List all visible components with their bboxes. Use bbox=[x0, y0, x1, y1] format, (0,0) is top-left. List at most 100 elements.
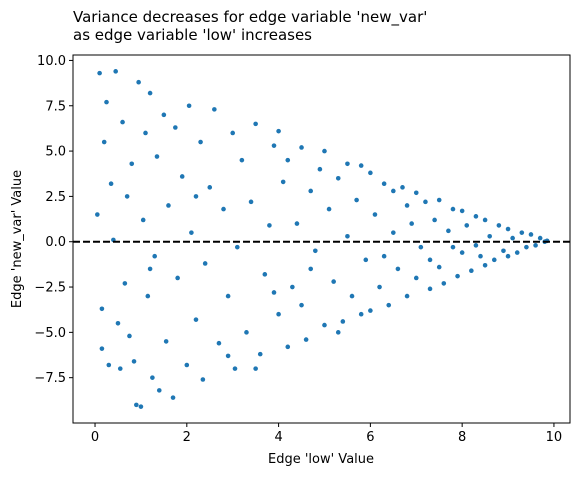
point bbox=[308, 188, 314, 194]
point bbox=[276, 311, 281, 317]
point bbox=[404, 293, 410, 299]
point bbox=[95, 212, 100, 217]
point bbox=[108, 181, 114, 187]
point bbox=[459, 250, 465, 255]
point bbox=[117, 366, 123, 371]
point bbox=[432, 217, 437, 223]
point bbox=[170, 395, 176, 400]
point bbox=[441, 281, 447, 286]
y-tick-label: −5.0 bbox=[34, 326, 66, 341]
point bbox=[97, 70, 102, 76]
point bbox=[150, 375, 155, 380]
point bbox=[186, 103, 192, 109]
point bbox=[280, 179, 286, 185]
point bbox=[267, 223, 272, 228]
point bbox=[294, 221, 300, 226]
point bbox=[413, 275, 419, 281]
point bbox=[166, 203, 171, 208]
point bbox=[173, 125, 178, 130]
point bbox=[313, 248, 318, 254]
x-tick-label: 8 bbox=[458, 430, 466, 445]
point bbox=[372, 212, 378, 217]
point bbox=[391, 230, 396, 235]
point bbox=[455, 273, 460, 279]
point bbox=[156, 388, 162, 393]
point bbox=[285, 157, 291, 163]
point bbox=[381, 181, 387, 187]
point bbox=[322, 322, 327, 328]
y-tick-label: 10.0 bbox=[37, 54, 66, 69]
point bbox=[381, 253, 387, 259]
point bbox=[136, 79, 141, 85]
point bbox=[299, 302, 304, 308]
point bbox=[345, 161, 350, 167]
point bbox=[248, 199, 254, 205]
point bbox=[427, 286, 433, 292]
point bbox=[358, 311, 364, 317]
point bbox=[253, 121, 258, 127]
point bbox=[99, 346, 105, 351]
x-axis-label: Edge 'low' Value bbox=[268, 452, 374, 467]
point bbox=[244, 330, 249, 335]
point bbox=[138, 404, 144, 409]
point bbox=[200, 377, 206, 382]
point bbox=[473, 243, 479, 248]
y-tick-label: −7.5 bbox=[34, 371, 66, 386]
point bbox=[427, 257, 433, 263]
point bbox=[216, 340, 222, 346]
plot-frame bbox=[72, 54, 571, 424]
point bbox=[106, 362, 112, 368]
point bbox=[537, 235, 543, 241]
point bbox=[184, 362, 190, 368]
point bbox=[285, 344, 291, 350]
point bbox=[207, 185, 213, 190]
y-tick-label: 0.0 bbox=[45, 235, 66, 250]
point bbox=[368, 170, 373, 176]
point bbox=[113, 69, 118, 74]
point bbox=[290, 284, 295, 290]
point bbox=[514, 250, 520, 255]
point bbox=[129, 161, 135, 167]
point bbox=[386, 302, 392, 308]
point bbox=[147, 266, 153, 272]
x-tick-label: 0 bbox=[91, 430, 99, 445]
point bbox=[147, 90, 153, 96]
point bbox=[271, 290, 277, 295]
point bbox=[145, 293, 151, 299]
point bbox=[163, 339, 169, 344]
point bbox=[505, 226, 511, 232]
point bbox=[482, 217, 488, 223]
point bbox=[496, 223, 502, 228]
point bbox=[221, 206, 226, 212]
point bbox=[99, 306, 105, 312]
point bbox=[189, 230, 194, 235]
point bbox=[436, 264, 442, 270]
point bbox=[234, 244, 240, 250]
point bbox=[193, 317, 199, 322]
point bbox=[524, 244, 529, 250]
point bbox=[409, 221, 414, 226]
point bbox=[115, 320, 121, 326]
x-tick-label: 10 bbox=[546, 430, 563, 445]
point bbox=[303, 337, 309, 342]
y-tick-label: 5.0 bbox=[45, 145, 66, 160]
point bbox=[175, 275, 180, 281]
point bbox=[239, 157, 245, 163]
point bbox=[143, 130, 148, 136]
point bbox=[225, 293, 231, 299]
point bbox=[152, 253, 157, 259]
point bbox=[349, 293, 355, 299]
point bbox=[271, 143, 277, 148]
y-axis-label: Edge 'new_var' Value bbox=[10, 170, 25, 308]
point bbox=[179, 174, 185, 179]
point bbox=[446, 228, 451, 234]
point bbox=[193, 194, 199, 199]
chart-title: Variance decreases for edge variable 'ne… bbox=[73, 8, 427, 44]
point bbox=[101, 139, 107, 145]
point bbox=[340, 319, 346, 324]
point bbox=[501, 248, 506, 254]
point bbox=[345, 233, 350, 239]
point bbox=[140, 217, 146, 223]
point bbox=[391, 188, 396, 194]
